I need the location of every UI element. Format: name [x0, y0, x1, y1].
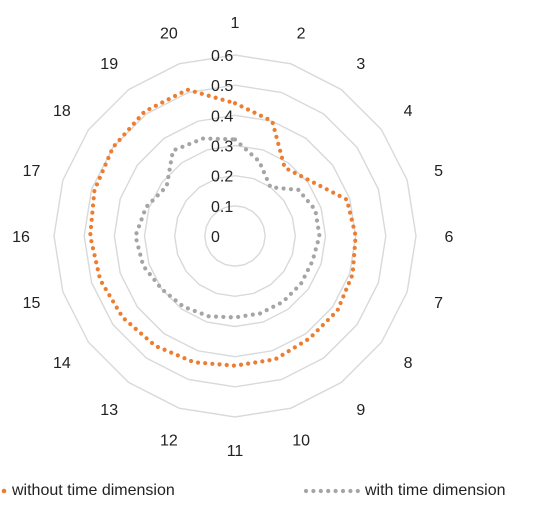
category-label-14: 14	[53, 355, 71, 372]
category-label-15: 15	[23, 295, 41, 312]
category-label-20: 20	[160, 25, 178, 42]
tick-label-1: 0.1	[211, 199, 233, 216]
category-label-5: 5	[434, 163, 443, 180]
legend: without time dimension with time dimensi…	[0, 482, 542, 504]
grid-ring-3	[143, 144, 327, 328]
series-line-1	[133, 136, 322, 320]
tick-label-6: 0.6	[211, 48, 233, 65]
category-label-8: 8	[404, 355, 413, 372]
category-label-4: 4	[404, 103, 413, 120]
legend-item-with-time: with time dimension	[303, 482, 506, 500]
radar-grid	[53, 54, 417, 418]
category-label-12: 12	[160, 433, 178, 450]
legend-item-without-time: without time dimension	[0, 482, 175, 500]
category-label-11: 11	[227, 443, 244, 460]
tick-label-3: 0.3	[211, 139, 233, 156]
legend-label-without-time: without time dimension	[12, 482, 175, 499]
tick-label-4: 0.4	[211, 108, 233, 125]
legend-swatch-orange-dots	[1, 488, 7, 494]
grid-ring-6	[53, 54, 417, 418]
category-label-13: 13	[100, 402, 118, 419]
grid-ring-2	[173, 174, 297, 298]
category-label-9: 9	[356, 402, 365, 419]
grid-ring-1	[204, 205, 266, 267]
tick-label-5: 0.5	[211, 78, 233, 95]
category-label-7: 7	[434, 295, 443, 312]
category-label-1: 1	[231, 15, 240, 32]
grid-ring-4	[113, 114, 357, 358]
category-label-3: 3	[356, 56, 365, 73]
legend-swatch-grey-dots	[303, 488, 361, 494]
category-label-17: 17	[23, 163, 41, 180]
grid-ring-5	[83, 84, 387, 388]
tick-label-0: 0	[211, 229, 220, 246]
category-label-16: 16	[12, 229, 30, 246]
series-lines	[88, 87, 358, 368]
radial-tick-labels: 0 0.1 0.2 0.3 0.4 0.5 0.6	[211, 48, 233, 246]
tick-label-2: 0.2	[211, 169, 233, 186]
series-line-0	[88, 87, 358, 368]
category-label-18: 18	[53, 103, 71, 120]
category-label-19: 19	[100, 56, 118, 73]
legend-label-with-time: with time dimension	[365, 482, 506, 499]
category-label-6: 6	[445, 229, 454, 246]
category-label-2: 2	[297, 25, 306, 42]
category-label-10: 10	[292, 433, 310, 450]
